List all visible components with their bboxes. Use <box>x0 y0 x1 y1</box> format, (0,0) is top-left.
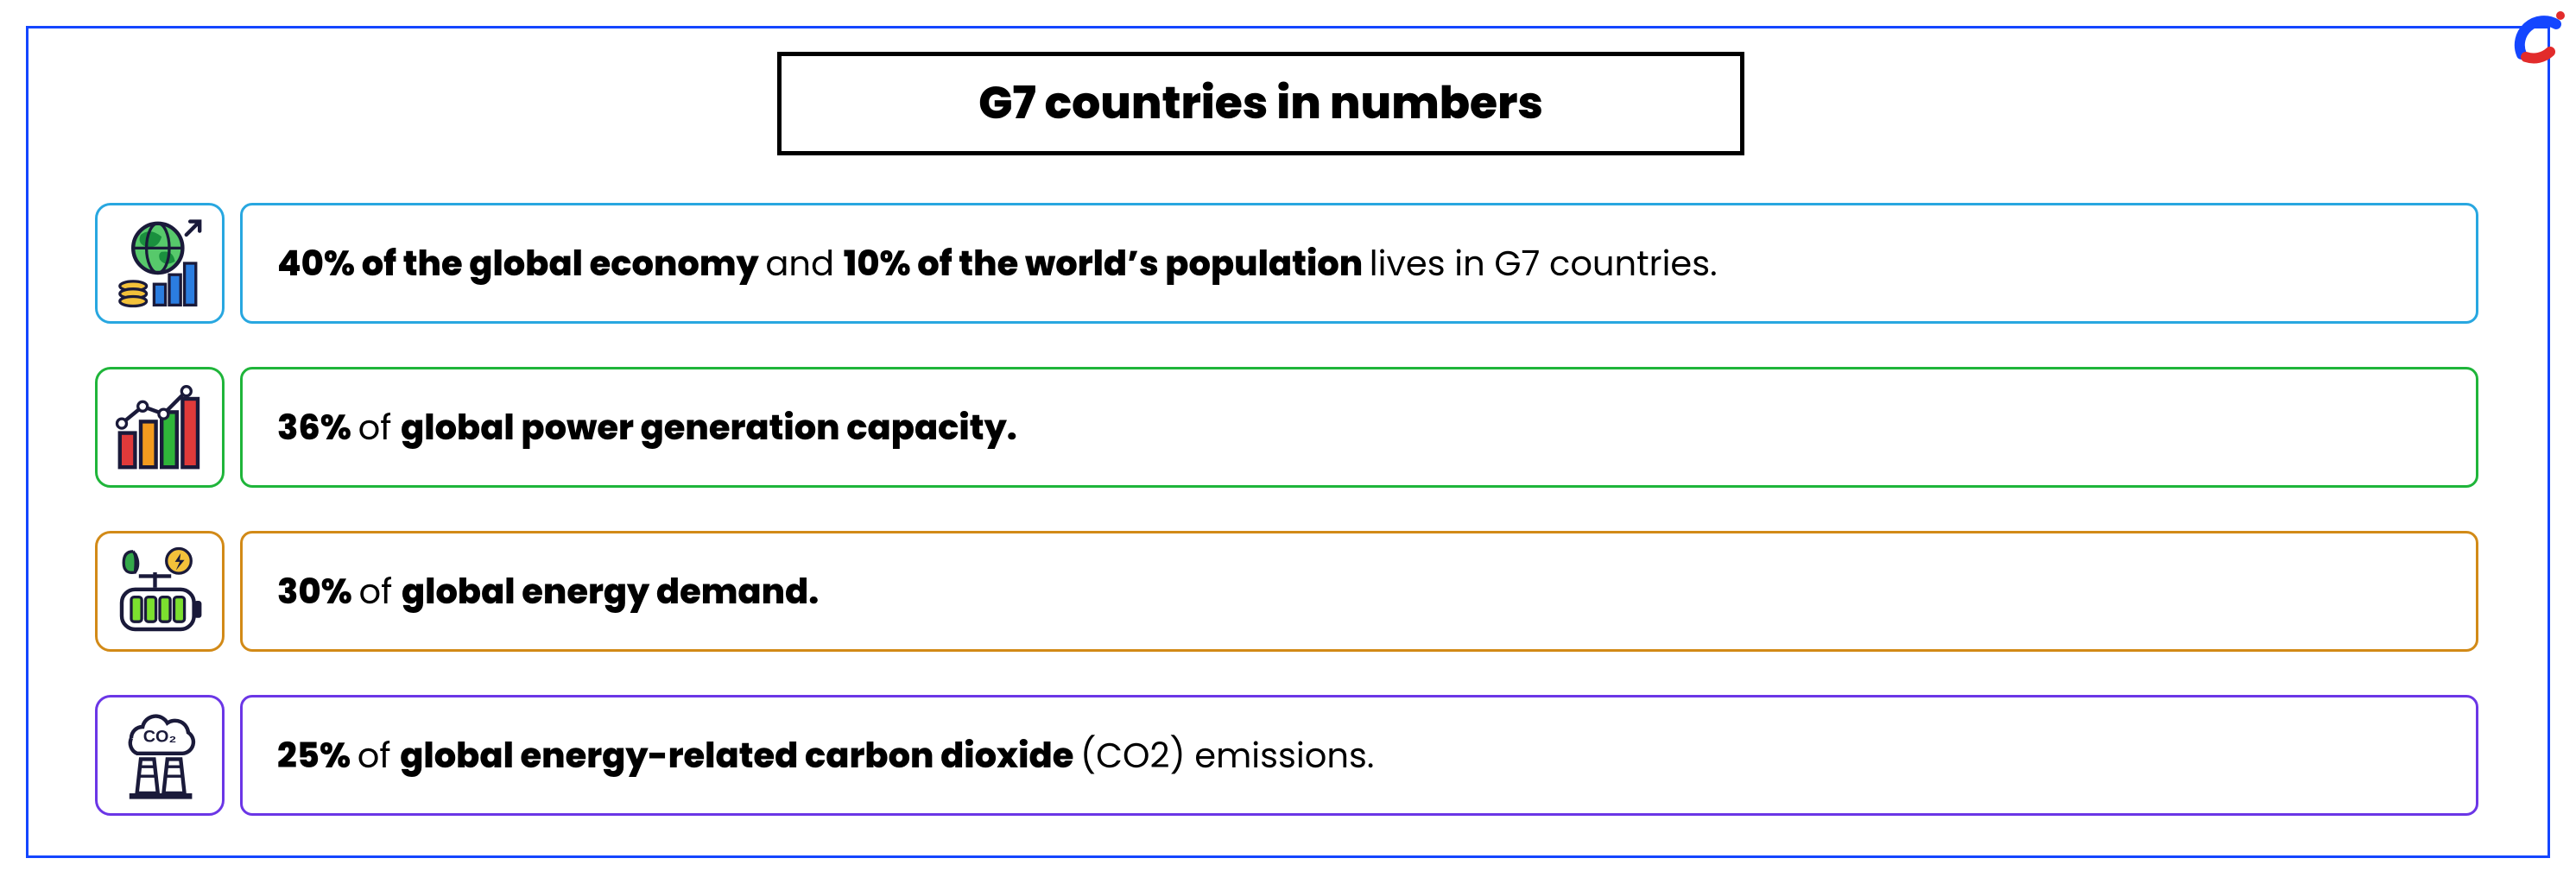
stat-seg-2-0: 30% <box>277 567 358 615</box>
bar-chart-icon <box>95 367 225 488</box>
stat-seg-0-3: lives in G7 countries. <box>1370 239 1718 287</box>
stat-row-2: 30% of global energy demand. <box>95 531 2478 652</box>
stat-seg-3-1: of <box>358 731 400 779</box>
stat-seg-3-3: (CO2) emissions. <box>1080 731 1374 779</box>
stat-line-1: 36% of global power generation capacity. <box>277 401 1017 453</box>
co2-emissions-icon: CO₂ <box>95 695 225 816</box>
stat-seg-3-2: global energy-related carbon dioxide <box>400 731 1080 779</box>
battery-energy-icon <box>95 531 225 652</box>
stat-seg-1-0: 36% <box>277 403 358 451</box>
stat-line-2: 30% of global energy demand. <box>277 565 819 617</box>
stat-line-3: 25% of global energy-related carbon diox… <box>277 729 1374 781</box>
brand-logo <box>2509 7 2569 67</box>
stat-seg-0-0: 40% of the global economy <box>277 239 765 287</box>
stat-seg-3-0: 25% <box>277 731 358 779</box>
stat-seg-1-2: global power generation capacity. <box>401 403 1017 451</box>
stat-line-0: 40% of the global economy and 10% of the… <box>277 237 1718 289</box>
stat-text-0: 40% of the global economy and 10% of the… <box>240 203 2478 324</box>
logo-dot <box>2556 11 2565 20</box>
stat-text-1: 36% of global power generation capacity. <box>240 367 2478 488</box>
stat-seg-2-1: of <box>358 567 401 615</box>
globe-economy-icon <box>95 203 225 324</box>
stat-seg-0-2: 10% of the world’s population <box>844 239 1370 287</box>
stat-text-2: 30% of global energy demand. <box>240 531 2478 652</box>
stat-row-3: CO₂ 25% of global energy-related carbon … <box>95 695 2478 816</box>
stat-row-0: 40% of the global economy and 10% of the… <box>95 203 2478 324</box>
logo-swoosh-red <box>2526 52 2550 58</box>
svg-text:CO₂: CO₂ <box>143 728 177 747</box>
title-text: G7 countries in numbers <box>978 70 1543 137</box>
stat-text-3: 25% of global energy-related carbon diox… <box>240 695 2478 816</box>
stat-seg-2-2: global energy demand. <box>402 567 819 615</box>
stat-seg-1-1: of <box>358 403 401 451</box>
stat-row-1: 36% of global power generation capacity. <box>95 367 2478 488</box>
stat-seg-0-1: and <box>765 239 843 287</box>
title-box: G7 countries in numbers <box>777 52 1744 155</box>
